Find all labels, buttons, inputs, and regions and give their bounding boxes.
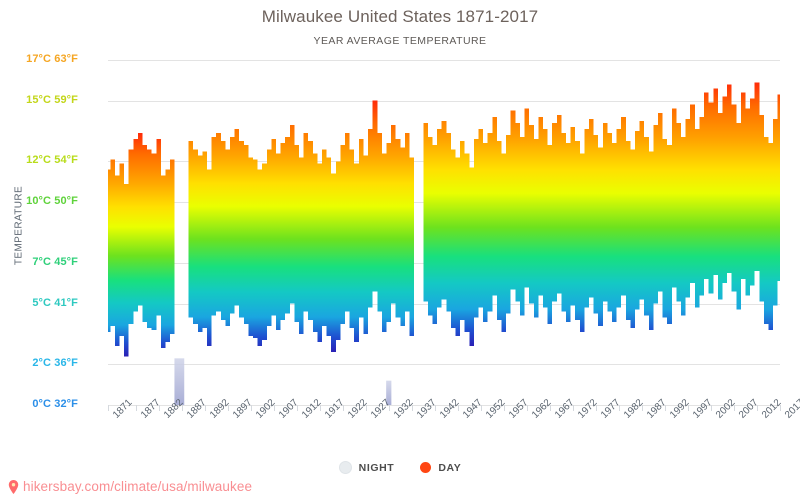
chart-legend: NIGHT DAY xyxy=(0,461,800,474)
legend-label: DAY xyxy=(438,461,462,474)
night-gap-marker xyxy=(386,380,392,405)
y-axis-tick-label: 0°C 32°F xyxy=(32,398,78,410)
legend-item-day[interactable]: DAY xyxy=(420,462,461,474)
x-axis-tick xyxy=(687,405,689,411)
x-axis-tick xyxy=(342,405,344,411)
x-axis-tick xyxy=(227,405,229,411)
x-axis-tick xyxy=(319,405,321,411)
gridline xyxy=(108,100,780,102)
night-gap-marker xyxy=(174,358,185,405)
temperature-area-segment xyxy=(108,133,175,357)
y-axis-tick-label: 5°C 41°F xyxy=(32,296,78,309)
footer-url[interactable]: hikersbay.com/climate/usa/milwaukee xyxy=(23,479,253,494)
map-pin-icon xyxy=(8,479,19,494)
x-axis-tick xyxy=(756,405,758,411)
x-axis-tick xyxy=(572,405,574,411)
x-axis-tick xyxy=(434,405,436,411)
temperature-area-segment xyxy=(188,100,415,353)
x-axis-tick xyxy=(503,405,505,411)
gridline xyxy=(108,405,780,406)
y-axis-tick-label: 15°C 59°F xyxy=(26,93,78,106)
x-axis-tick xyxy=(780,405,781,411)
gridline xyxy=(108,303,780,305)
x-axis-tick xyxy=(135,405,137,411)
y-axis-tick-label: 2°C 36°F xyxy=(32,357,78,370)
legend-label: NIGHT xyxy=(358,461,395,474)
x-axis-tick xyxy=(181,405,183,411)
temperature-band xyxy=(108,60,780,405)
y-axis-tick-label: 17°C 63°F xyxy=(26,53,78,65)
x-axis-tick xyxy=(457,405,459,411)
x-axis-tick xyxy=(250,405,252,411)
x-axis-tick xyxy=(595,405,597,411)
x-axis-tick xyxy=(480,405,482,411)
x-axis-tick xyxy=(664,405,666,411)
x-axis-tick xyxy=(204,405,206,411)
gridline xyxy=(108,60,780,61)
x-axis-tick xyxy=(388,405,390,411)
x-axis-tick xyxy=(411,405,413,411)
gridline xyxy=(108,364,780,366)
x-axis-tick xyxy=(618,405,620,411)
x-axis: 1871 1877 1882 1887 1892 1897 1902 1907 1912 1917… xyxy=(108,397,800,455)
x-axis-tick xyxy=(733,405,735,411)
x-axis-tick xyxy=(296,405,298,411)
y-axis-tick-label: 10°C 50°F xyxy=(26,195,78,208)
temperature-area-segment xyxy=(423,82,780,347)
day-dot-icon xyxy=(420,462,432,473)
page-subtitle: YEAR AVERAGE TEMPERATURE xyxy=(313,35,487,47)
x-axis-tick xyxy=(526,405,528,411)
x-axis-tick xyxy=(158,405,160,411)
x-axis-tick xyxy=(273,405,275,411)
night-dot-icon xyxy=(338,461,352,474)
x-axis-tick-label: 2017 xyxy=(783,397,800,421)
x-axis-tick xyxy=(710,405,712,411)
y-axis-tick-label: 12°C 54°F xyxy=(26,154,78,167)
x-axis-tick xyxy=(108,405,109,411)
x-axis-tick xyxy=(549,405,551,411)
footer-attribution[interactable]: hikersbay.com/climate/usa/milwaukee xyxy=(8,479,252,494)
x-axis-tick xyxy=(365,405,367,411)
plot-area: 17°C 63°F 15°C 59°F 12°C 54°F 10°C 50°F 7°C … xyxy=(26,53,780,410)
legend-item-night[interactable]: NIGHT xyxy=(338,461,395,474)
page-title: Milwaukee United States 1871-2017 xyxy=(261,7,539,26)
y-axis-title: TEMPERATURE xyxy=(13,185,25,266)
y-axis-tick-label: 7°C 45°F xyxy=(32,255,78,268)
x-axis-tick xyxy=(641,405,643,411)
